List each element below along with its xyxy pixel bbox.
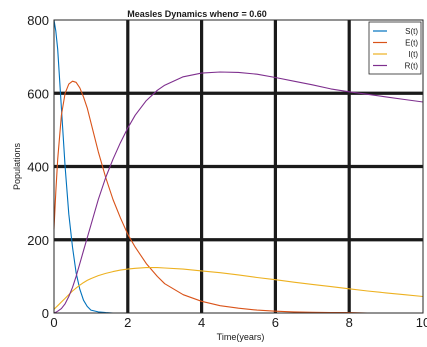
series-line-rt — [53, 71, 424, 314]
x-tick-label: 6 — [272, 315, 279, 330]
series-line-it — [53, 267, 424, 310]
x-tick-label: 10 — [416, 315, 427, 330]
legend-label: E(t) — [405, 39, 418, 48]
chart-title: Measles Dynamics whenσ = 0.60 — [127, 9, 266, 19]
legend-label: I(t) — [408, 50, 418, 59]
grid — [54, 20, 423, 313]
x-axis-label: Time(years) — [217, 332, 265, 342]
y-tick-label: 400 — [27, 160, 49, 175]
x-tick-label: 2 — [124, 315, 131, 330]
x-tick-label: 8 — [346, 315, 353, 330]
y-tick-label: 0 — [42, 306, 49, 321]
x-tick-label: 0 — [50, 315, 57, 330]
legend: S(t) E(t) I(t) R(t) — [368, 21, 422, 75]
y-tick-label: 600 — [27, 86, 49, 101]
x-tick-label: 4 — [198, 315, 205, 330]
plot-frame — [53, 19, 424, 314]
y-tick-label: 200 — [27, 233, 49, 248]
series-line-et — [53, 80, 423, 314]
y-axis-label: Populations — [12, 142, 22, 190]
legend-label: R(t) — [405, 62, 419, 71]
legend-label: S(t) — [405, 27, 418, 36]
y-tick-label: 800 — [27, 13, 49, 28]
tick-labels: 0 2 4 6 8 10 0 200 400 600 800 — [27, 13, 427, 330]
